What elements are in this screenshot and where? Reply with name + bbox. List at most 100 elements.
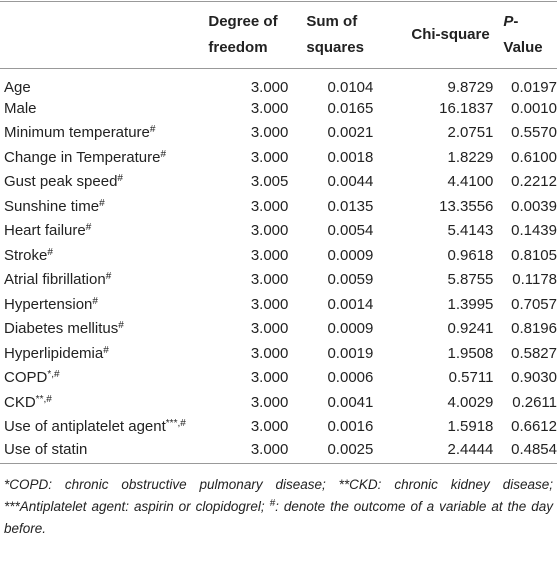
cell: 0.6612 [511, 418, 557, 436]
row-label-sup: ***,# [165, 418, 186, 430]
row-label: Heart failure [4, 222, 86, 240]
table-row: Stroke# 3.000 0.0009 0.9618 0.8105 [0, 243, 557, 268]
table-row: Use of antiplatelet agent***,# 3.000 0.001… [0, 415, 557, 440]
table-row: Minimum temperature# 3.000 0.0021 2.0751 0.5… [0, 121, 557, 146]
cell: 3.000 [250, 320, 289, 338]
table-row: Gust peak speed# 3.005 0.0044 4.4100 0.2212 [0, 170, 557, 195]
cell: 0.8196 [511, 320, 557, 338]
row-label-cell: Diabetes mellitus# [0, 317, 197, 342]
column-header [0, 2, 197, 69]
table-row: Sunshine time# 3.000 0.0135 13.3556 0.0039 [0, 194, 557, 219]
row-label-cell: Sunshine time# [0, 194, 197, 219]
cell: 1.3995 [447, 295, 494, 313]
row-label: Hypertension [4, 295, 93, 313]
column-header-text: Chi-square [411, 26, 490, 43]
cell: 0.0014 [327, 295, 374, 313]
cell: 4.0029 [447, 393, 494, 411]
row-label-sup: # [105, 271, 112, 283]
table-row: Age 3.000 0.0104 9.8729 0.0197 [0, 69, 557, 96]
footnote-text: *COPD: chronic obstructive pulmonary dis… [4, 477, 553, 514]
cell: 13.3556 [439, 197, 494, 215]
row-label-sup: # [103, 344, 109, 356]
row-label-sup: # [92, 295, 98, 307]
column-header: Degree of freedom [197, 2, 288, 69]
row-label-sup: # [149, 124, 156, 136]
cell: 3.000 [250, 246, 289, 264]
column-header: P-Value [493, 2, 557, 69]
cell: 3.000 [250, 344, 289, 362]
row-label-cell: Change in Temperature# [0, 145, 197, 170]
table-body: Age 3.000 0.0104 9.8729 0.0197 Male 3.000 0.016… [0, 69, 557, 464]
cell: 0.4854 [511, 440, 557, 458]
row-label: Atrial fibrillation [4, 271, 106, 289]
cell: 0.0009 [327, 320, 374, 338]
column-header-text: Sum of squares [306, 13, 364, 56]
row-label-sup: # [85, 222, 92, 234]
table-row: CKD**,# 3.000 0.0041 4.0029 0.2611 [0, 390, 557, 415]
table-header: Degree of freedom Sum of squares Chi-squar… [0, 1, 557, 69]
row-label-sup: **,# [35, 393, 52, 405]
cell: 1.5918 [447, 418, 494, 436]
cell: 2.4444 [447, 440, 494, 458]
row-label-cell: Minimum temperature# [0, 121, 197, 146]
cell: 3.000 [250, 440, 289, 458]
table-row: COPD*,# 3.000 0.0006 0.5711 0.9030 [0, 366, 557, 391]
table-row: Hyperlipidemia# 3.000 0.0019 1.9508 0.5827 [0, 341, 557, 366]
row-label-sup: # [160, 148, 167, 160]
cell: 3.000 [250, 79, 289, 96]
cell: 2.0751 [447, 124, 494, 142]
row-label: Stroke [4, 246, 48, 264]
cell: 3.000 [250, 222, 289, 240]
table-row: Male 3.000 0.0165 16.1837 0.0010 [0, 96, 557, 121]
row-label-cell: Hyperlipidemia# [0, 341, 197, 366]
data-table: Degree of freedom Sum of squares Chi-squar… [0, 1, 557, 464]
cell: 0.0104 [327, 79, 374, 96]
cell: 0.5827 [511, 344, 557, 362]
row-label-cell: Atrial fibrillation# [0, 268, 197, 293]
row-label: Use of antiplatelet agent [4, 418, 166, 436]
row-label-cell: Use of statin [0, 439, 197, 464]
cell: 3.000 [250, 295, 289, 313]
row-label-cell: Hypertension# [0, 292, 197, 317]
cell: 3.005 [250, 173, 289, 191]
cell: 0.0054 [327, 222, 374, 240]
cell: 0.0018 [327, 148, 374, 166]
row-label-cell: Heart failure# [0, 219, 197, 244]
row-label-cell: Gust peak speed# [0, 170, 197, 195]
cell: 0.0019 [327, 344, 374, 362]
row-label: COPD [4, 369, 48, 387]
cell: 3.000 [250, 271, 289, 289]
cell: 0.0010 [511, 99, 557, 117]
cell: 0.8105 [511, 246, 557, 264]
row-label-sup: # [99, 197, 105, 209]
row-label-cell: COPD*,# [0, 366, 197, 391]
cell: 3.000 [250, 148, 289, 166]
row-label-cell: Use of antiplatelet agent***,# [0, 415, 197, 440]
cell: 0.0025 [327, 440, 374, 458]
cell: 0.5711 [448, 369, 494, 387]
cell: 0.0197 [511, 79, 557, 96]
row-label: Age [4, 79, 31, 96]
row-label: Minimum temperature [4, 124, 150, 142]
cell: 0.1439 [511, 222, 557, 240]
row-label-cell: Age [0, 69, 197, 96]
cell: 0.2611 [512, 393, 557, 411]
cell: 1.9508 [447, 344, 494, 362]
column-header-text: Degree of freedom [208, 13, 278, 56]
row-label: Change in Temperature [4, 148, 161, 166]
row-label-sup: # [118, 320, 124, 332]
cell: 0.5570 [511, 124, 557, 142]
cell: 0.0041 [327, 393, 374, 411]
table-row: Diabetes mellitus# 3.000 0.0009 0.9241 0.819… [0, 317, 557, 342]
table-row: Atrial fibrillation# 3.000 0.0059 5.8755 0.1… [0, 268, 557, 293]
cell: 0.0165 [327, 99, 374, 117]
row-label-sup: *,# [47, 369, 60, 381]
table-row: Hypertension# 3.000 0.0014 1.3995 0.7057 [0, 292, 557, 317]
column-header: Chi-square [373, 2, 493, 69]
cell: 0.9030 [511, 369, 557, 387]
cell: 0.0039 [511, 197, 557, 215]
cell: 4.4100 [447, 173, 494, 191]
row-label: Diabetes mellitus [4, 320, 119, 338]
row-label-sup: # [117, 173, 123, 185]
cell: 0.0006 [327, 369, 374, 387]
